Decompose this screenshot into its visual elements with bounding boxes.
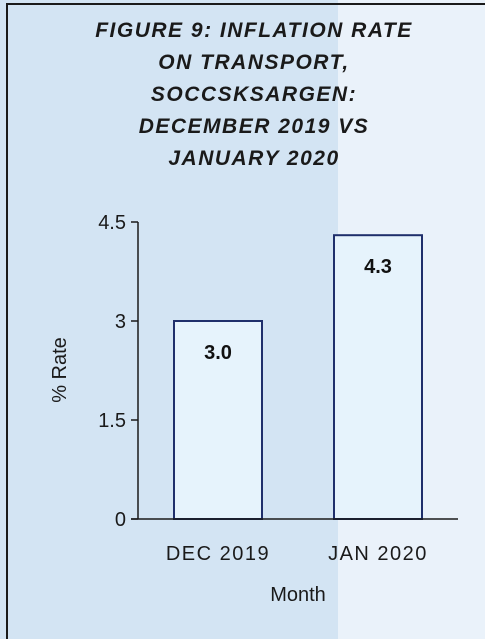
chart-border [6,3,485,639]
data-labels: 3.0 4.3 [204,256,392,364]
chart-title-line: ON TRANSPORT, [158,51,349,74]
data-label: 4.3 [364,256,392,278]
y-tick-label: 3 [115,311,126,333]
y-tick-label: 1.5 [98,410,126,432]
x-category-label: JAN 2020 [328,543,428,565]
y-tick-label: 4.5 [98,212,126,234]
x-axis-title: Month [270,584,326,606]
background-panel-left [0,0,338,639]
chart-title: FIGURE 9: INFLATION RATE ON TRANSPORT, SOC… [95,19,413,170]
bars [173,234,423,520]
y-axis-ticks: 0 1.5 3 4.5 [98,212,138,531]
data-label: 3.0 [204,342,232,364]
y-axis-title: % Rate [49,337,71,403]
y-tick-label: 0 [115,509,126,531]
bar [333,234,423,520]
x-axis-categories: DEC 2019 JAN 2020 [166,543,428,565]
chart-title-line: JANUARY 2020 [168,147,339,170]
chart-title-line: SOCCSKSARGEN: [151,83,357,106]
bar [173,320,263,520]
chart-title-line: FIGURE 9: INFLATION RATE [95,19,413,42]
chart-title-line: DECEMBER 2019 VS [139,115,370,138]
x-category-label: DEC 2019 [166,543,270,565]
